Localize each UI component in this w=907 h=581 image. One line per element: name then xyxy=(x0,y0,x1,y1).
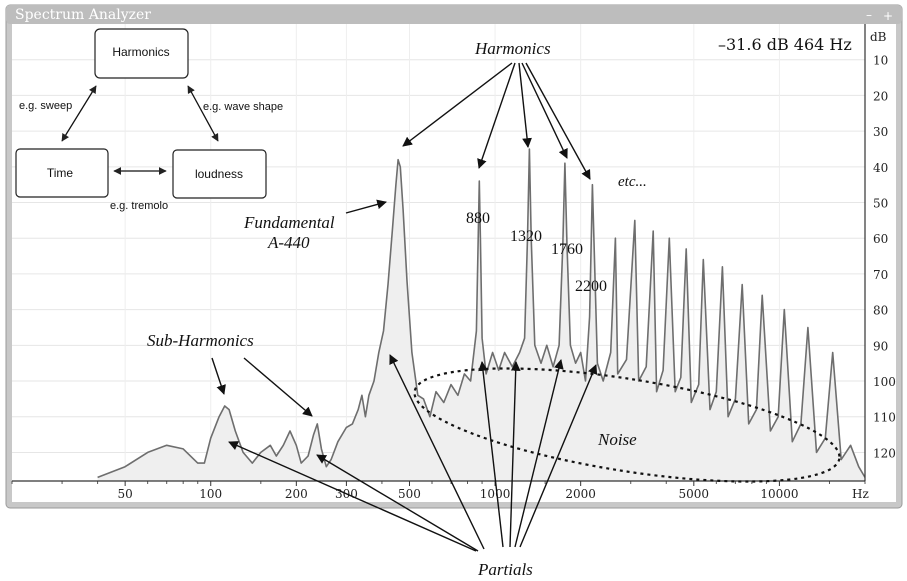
window-title: Spectrum Analyzer xyxy=(15,7,151,23)
x-tick-label: 10000 xyxy=(760,487,798,501)
noise-annotation: Noise xyxy=(597,430,637,449)
etc-annotation: etc... xyxy=(618,174,647,190)
y-tick-label: 20 xyxy=(873,89,888,103)
edge-label-tremolo: e.g. tremolo xyxy=(110,200,168,212)
annotation-arrows xyxy=(211,62,598,552)
harmonic-2200-label: 2200 xyxy=(575,278,607,295)
arrow-partials-4 xyxy=(478,361,504,548)
x-tick-label: 500 xyxy=(398,487,421,501)
arrow-subharmonic-2 xyxy=(243,357,313,417)
arrow-harmonics-880 xyxy=(477,62,516,169)
harmonics-annotation: Harmonics xyxy=(474,39,551,58)
edge-label-wave-shape: e.g. wave shape xyxy=(203,101,283,113)
time-node xyxy=(15,148,109,198)
harmonic-1320-label: 1320 xyxy=(510,228,542,245)
sub-harmonics-annotation: Sub-Harmonics xyxy=(147,331,254,350)
arrow-subharmonic-1 xyxy=(211,357,226,395)
x-tick-label: 200 xyxy=(285,487,308,501)
x-tick-label: 1000 xyxy=(480,487,511,501)
edge-label-sweep: e.g. sweep xyxy=(19,100,72,112)
harmonic-880-label: 880 xyxy=(466,210,490,227)
harmonic-1760-label: 1760 xyxy=(551,241,583,258)
y-tick-label: 100 xyxy=(873,375,896,389)
y-axis-label: dB xyxy=(870,30,887,44)
arrow-partials-6 xyxy=(514,359,564,548)
fundamental-annotation-line2: A-440 xyxy=(267,233,310,252)
spectrum-series xyxy=(97,148,866,481)
time-node-label: Time xyxy=(47,166,74,180)
y-tick-label: 40 xyxy=(873,161,888,175)
arrow-partials-3 xyxy=(389,354,485,550)
loudness-node-label: loudness xyxy=(195,167,243,181)
noise-ellipse xyxy=(413,367,841,483)
y-tick-label: 10 xyxy=(873,54,888,68)
arrow-harmonics-1320 xyxy=(518,62,532,148)
readout: –31.6 dB 464 Hz xyxy=(718,35,852,54)
loudness-node xyxy=(172,149,267,199)
y-tick-label: 70 xyxy=(873,268,888,282)
y-tick-label: 90 xyxy=(873,339,888,353)
y-tick-label: 50 xyxy=(873,197,888,211)
fundamental-annotation-line1: Fundamental xyxy=(243,213,335,232)
x-tick-label: 5000 xyxy=(679,487,710,501)
arrow-partials-7 xyxy=(519,364,598,548)
arrow-harmonics-1760 xyxy=(521,62,568,159)
x-tick-label: 50 xyxy=(118,487,133,501)
x-tick-label: 100 xyxy=(199,487,222,501)
spectrum-line xyxy=(97,148,866,479)
harmonics-node-label: Harmonics xyxy=(112,45,169,59)
arrow-harmonics-fundamental xyxy=(402,62,513,147)
y-tick-label: 120 xyxy=(873,446,896,460)
arrow-fundamental xyxy=(345,199,387,214)
arrow-harmonics-2200 xyxy=(525,62,591,180)
inset-diagram: Harmonics Time loudness e.g. sweep e.g. … xyxy=(15,28,283,212)
maximize-button[interactable]: + xyxy=(883,9,893,23)
x-tick-label: 2000 xyxy=(565,487,596,501)
partials-annotation: Partials xyxy=(477,560,533,579)
arrow-partials-5 xyxy=(509,361,521,548)
x-axis-label: Hz xyxy=(852,487,869,501)
edge-harmonics-loudness xyxy=(187,85,219,142)
arrow-partials-2 xyxy=(316,454,479,552)
harmonics-node xyxy=(94,28,189,79)
arrow-partials-1 xyxy=(228,441,477,552)
edge-time-harmonics xyxy=(61,85,97,142)
minimize-button[interactable]: – xyxy=(866,8,872,22)
y-tick-label: 30 xyxy=(873,125,888,139)
annotations: Harmonics Fundamental A-440 880 1320 176… xyxy=(147,39,647,579)
y-tick-label: 80 xyxy=(873,304,888,318)
y-tick-label: 110 xyxy=(873,411,896,425)
y-tick-label: 60 xyxy=(873,232,888,246)
